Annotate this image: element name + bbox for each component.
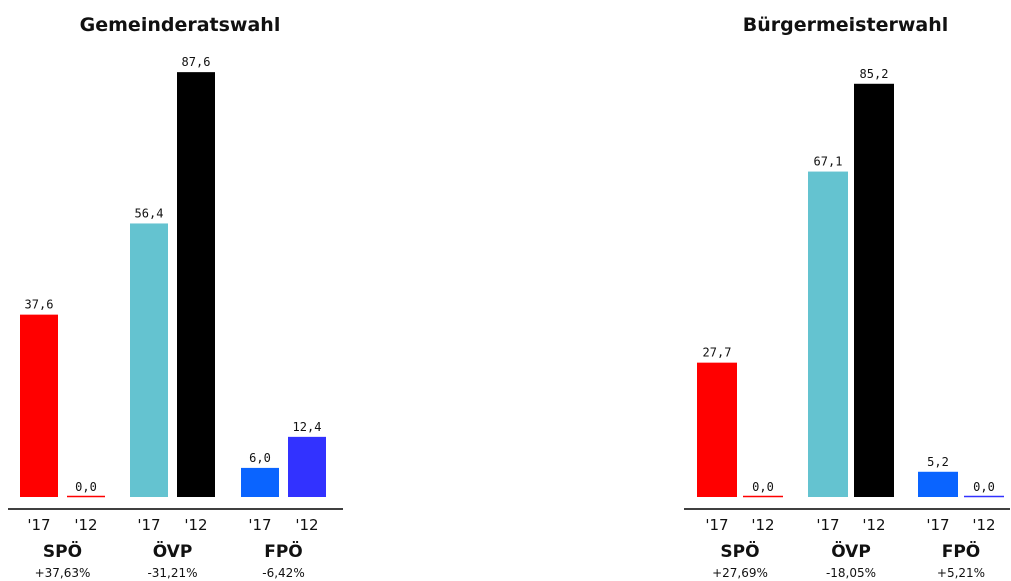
- chart-gemeinderatswahl: Gemeinderatswahl 37,6 '17 0,0 '12 SPÖ +37,63%…: [0, 0, 360, 581]
- bar-spö-17: [20, 314, 58, 497]
- data-label: 6,0: [249, 451, 271, 465]
- data-label: 12,4: [293, 420, 322, 434]
- bar-övp-12: [854, 83, 894, 497]
- data-label: 37,6: [25, 298, 54, 312]
- party-label: ÖVP: [831, 540, 871, 562]
- party-label: SPÖ: [43, 540, 82, 562]
- chart-plot: 37,6 '17 0,0 '12 SPÖ +37,63% 56,4 '17 87,6 '12 ÖVP…: [8, 55, 343, 580]
- year-tick-label: '17: [248, 516, 271, 534]
- year-tick-label: '12: [295, 516, 318, 534]
- change-label: -31,21%: [147, 566, 197, 580]
- chart-buergermeisterwahl: Bürgermeisterwahl 27,7 '17 0,0 '12 SPÖ +27,69…: [680, 0, 1011, 581]
- bar-övp-17: [808, 171, 848, 497]
- chart-title: Gemeinderatswahl: [79, 14, 281, 36]
- data-label: 5,2: [927, 455, 949, 469]
- bar-fpö-17: [241, 467, 279, 497]
- data-label: 56,4: [135, 206, 164, 220]
- data-label: 0,0: [75, 480, 97, 494]
- year-tick-label: '17: [816, 516, 839, 534]
- year-tick-label: '17: [705, 516, 728, 534]
- chart-plot: 27,7 '17 0,0 '12 SPÖ +27,69% 67,1 '17 85,2 '12 ÖVP…: [684, 67, 1010, 580]
- bar-fpö-12: [288, 436, 326, 497]
- bar-övp-17: [130, 223, 168, 497]
- change-label: -18,05%: [826, 566, 876, 580]
- change-label: +37,63%: [35, 566, 91, 580]
- chart-title: Bürgermeisterwahl: [742, 14, 949, 36]
- data-label: 27,7: [703, 346, 732, 360]
- data-label: 0,0: [752, 480, 774, 494]
- party-label: FPÖ: [942, 540, 981, 562]
- data-label: 85,2: [860, 67, 889, 81]
- bar-spö-17: [697, 362, 737, 497]
- data-label: 87,6: [182, 55, 211, 69]
- bar-övp-12: [177, 72, 215, 497]
- year-tick-label: '12: [74, 516, 97, 534]
- data-label: 67,1: [814, 155, 843, 169]
- change-label: +5,21%: [937, 566, 985, 580]
- year-tick-label: '17: [926, 516, 949, 534]
- year-tick-label: '12: [862, 516, 885, 534]
- year-tick-label: '12: [751, 516, 774, 534]
- year-tick-label: '12: [184, 516, 207, 534]
- party-label: FPÖ: [264, 540, 303, 562]
- data-label: 0,0: [973, 480, 995, 494]
- party-label: SPÖ: [720, 540, 759, 562]
- year-tick-label: '12: [972, 516, 995, 534]
- change-label: -6,42%: [262, 566, 304, 580]
- year-tick-label: '17: [27, 516, 50, 534]
- bar-fpö-17: [918, 471, 958, 497]
- change-label: +27,69%: [712, 566, 768, 580]
- year-tick-label: '17: [137, 516, 160, 534]
- party-label: ÖVP: [153, 540, 193, 562]
